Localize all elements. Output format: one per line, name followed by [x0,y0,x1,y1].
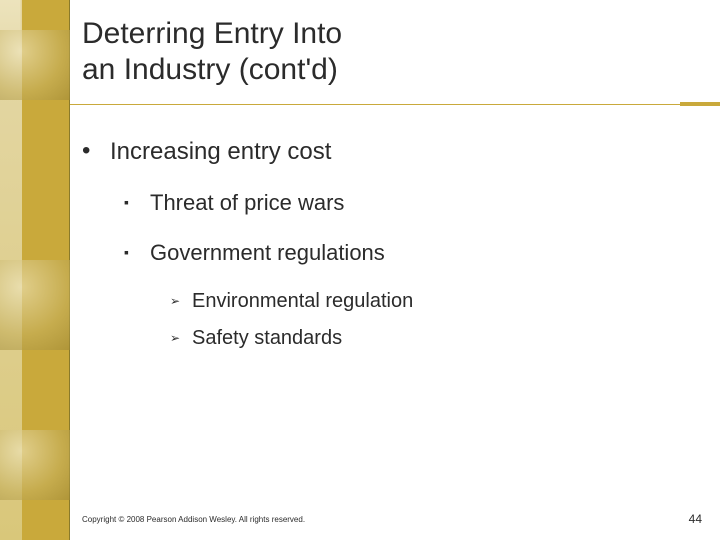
arrow-bullet-icon: ➢ [170,290,192,313]
square-bullet-icon: ▪ [124,190,150,215]
slide-body: • Increasing entry cost ▪ Threat of pric… [82,138,680,364]
copyright-text: Copyright © 2008 Pearson Addison Wesley.… [82,515,305,524]
bullet-level-2: ▪ Government regulations [124,240,680,266]
bullet-level-1: • Increasing entry cost [82,138,680,166]
page-number: 44 [689,512,702,526]
bullet-text: Increasing entry cost [110,138,331,166]
bullet-level-3: ➢ Environmental regulation [170,290,680,313]
decorative-image [0,30,70,100]
decorative-left-band [0,0,70,540]
bullet-text: Environmental regulation [192,290,413,313]
square-bullet-icon: ▪ [124,240,150,265]
slide-title: Deterring Entry Into an Industry (cont'd… [82,16,342,88]
bullet-text: Government regulations [150,240,385,266]
bullet-text: Safety standards [192,327,342,350]
arrow-bullet-icon: ➢ [170,327,192,350]
title-line-1: Deterring Entry Into [82,16,342,52]
decorative-image [0,260,70,350]
disc-bullet-icon: • [82,138,110,164]
bullet-level-3: ➢ Safety standards [170,327,680,350]
bullet-level-2: ▪ Threat of price wars [124,190,680,216]
decorative-image [0,430,70,500]
title-divider [70,102,720,106]
bullet-text: Threat of price wars [150,190,344,216]
title-line-2: an Industry (cont'd) [82,52,342,88]
